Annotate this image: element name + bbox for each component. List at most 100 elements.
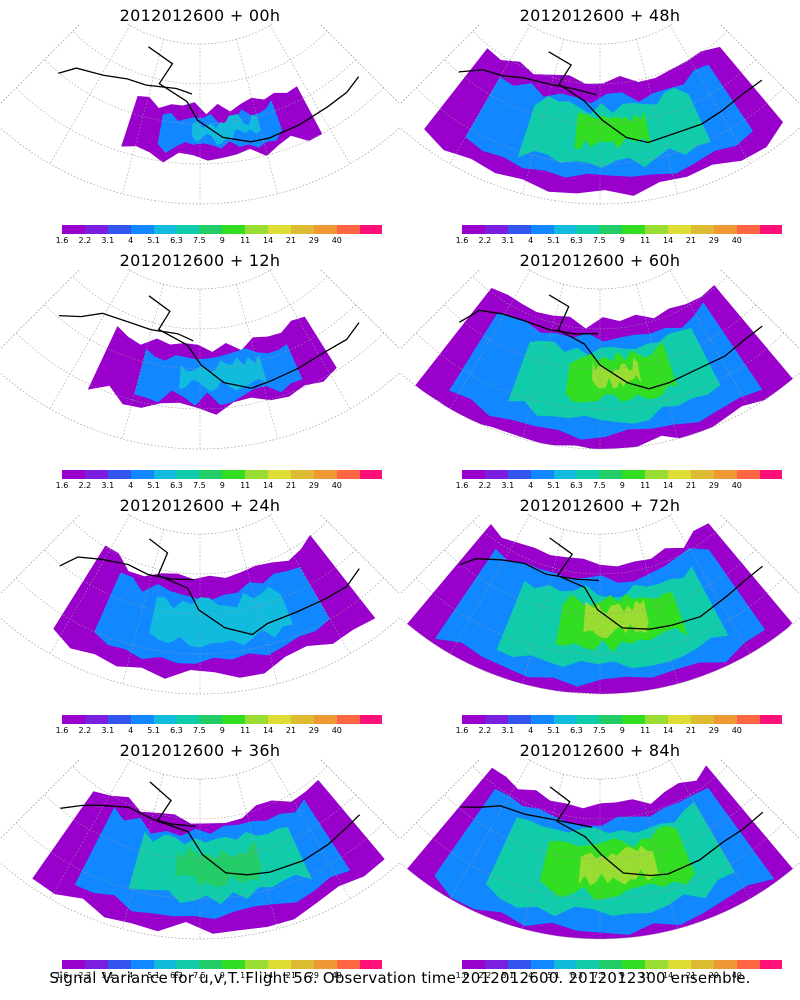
colorbar-swatch — [199, 225, 223, 234]
colorbar-swatch — [84, 470, 108, 479]
polar-map — [400, 269, 800, 450]
colorbar-swatch — [130, 715, 154, 724]
graticule-meridian — [49, 25, 131, 164]
panel-title: 2012012600 + 72h — [519, 496, 681, 515]
colorbar-label: 40 — [331, 481, 342, 490]
graticule-meridian — [0, 269, 102, 362]
colorbar-label: 6.3 — [570, 481, 583, 490]
colorbar-label: 29 — [708, 481, 719, 490]
colorbar-swatch — [290, 960, 314, 969]
colorbar — [62, 225, 383, 234]
colorbar-label: 7.5 — [193, 481, 206, 490]
colorbar-swatch — [759, 470, 783, 479]
polar-map — [400, 759, 800, 940]
colorbar-label: 9 — [219, 971, 225, 980]
colorbar-labels: 1.6 2.2 3.1 4 5.1 6.3 7.5 9 11 14 21 29 40 — [56, 971, 362, 981]
map-panel: 2012012600 + 60h 1.6 2.2 3.1 4 5.1 6.3 7.5 9 11 14… — [400, 245, 800, 490]
colorbar-swatch — [576, 960, 600, 969]
colorbar-label: 1.6 — [55, 971, 69, 980]
colorbar-label: 3.1 — [501, 236, 515, 245]
figure-caption: Signal Variance for u,v,T. Flight 56. Ob… — [49, 969, 751, 987]
graticule-meridian — [449, 25, 531, 164]
colorbar-label: 1.6 — [55, 481, 69, 490]
colorbar-swatch — [313, 960, 337, 969]
colorbar-label: 40 — [731, 481, 742, 490]
colorbar-labels: 1.6 2.2 3.1 4 5.1 6.3 7.5 9 11 14 21 29 40 — [56, 236, 362, 246]
graticule-meridian — [269, 760, 351, 899]
colorbar-swatch — [462, 960, 485, 969]
colorbar-label: 4 — [128, 481, 134, 490]
colorbar-swatch — [176, 960, 200, 969]
graticule-meridian — [449, 515, 531, 654]
graticule-parallel — [72, 276, 328, 330]
colorbar-swatch — [530, 960, 554, 969]
colorbar-label: 3.1 — [501, 971, 515, 980]
colorbar-label: 14 — [663, 236, 674, 245]
coastline — [59, 312, 194, 342]
colorbar-label: 40 — [331, 236, 342, 245]
colorbar-labels: 1.6 2.2 3.1 4 5.1 6.3 7.5 9 11 14 21 29 40 — [56, 726, 362, 736]
colorbar-swatch — [713, 470, 737, 479]
colorbar-label: 1.6 — [455, 236, 469, 245]
colorbar-swatch — [462, 715, 485, 724]
coastline — [548, 51, 763, 144]
colorbar-label: 21 — [685, 481, 697, 490]
colorbar-swatch — [359, 225, 383, 234]
colorbar-swatch — [736, 715, 760, 724]
colorbar-label: 40 — [331, 726, 342, 735]
colorbar-swatch — [553, 715, 577, 724]
colorbar-label: 3.1 — [101, 726, 115, 735]
variance-contour — [149, 586, 294, 648]
colorbar-label: 5.1 — [147, 236, 160, 245]
polar-map — [0, 269, 400, 450]
graticule-parallel — [15, 577, 385, 655]
colorbar-label: 3.1 — [501, 726, 515, 735]
graticule-parallel — [15, 822, 385, 900]
colorbar-label: 3.1 — [501, 481, 515, 490]
colorbar-label: 2.2 — [78, 726, 92, 735]
colorbar-label: 2.2 — [78, 236, 92, 245]
colorbar-swatch — [576, 715, 600, 724]
colorbar-label: 40 — [731, 726, 742, 735]
colorbar-swatch — [245, 960, 269, 969]
graticule-parallel — [415, 822, 785, 900]
colorbar-label: 2.2 — [478, 236, 492, 245]
colorbar-label: 9 — [619, 726, 625, 735]
coastline — [60, 804, 196, 827]
colorbar-swatch — [62, 960, 85, 969]
colorbar — [62, 715, 383, 724]
colorbar-label: 11 — [640, 726, 651, 735]
colorbar-label: 14 — [263, 971, 274, 980]
graticule-meridian — [635, 774, 678, 929]
colorbar-swatch — [268, 470, 291, 479]
colorbar-swatch — [645, 715, 669, 724]
graticule-meridian — [235, 39, 278, 194]
colorbar-swatch — [359, 960, 383, 969]
map-panel: 2012012600 + 72h 1.6 2.2 3.1 4 5.1 6.3 7.5 9 11 14… — [400, 490, 800, 735]
colorbar-label: 5.1 — [147, 726, 160, 735]
colorbar-label: 29 — [708, 971, 719, 980]
panel-title: 2012012600 + 36h — [119, 741, 281, 760]
graticule-meridian — [522, 284, 565, 439]
colorbar-swatch — [599, 960, 623, 969]
graticule-parallel — [472, 31, 728, 85]
colorbar-swatch — [622, 225, 646, 234]
colorbar-label: 3.1 — [101, 971, 115, 980]
colorbar-swatch — [599, 225, 623, 234]
colorbar-label: 6.3 — [570, 726, 583, 735]
graticule-parallel — [444, 794, 756, 860]
colorbar-swatch — [622, 960, 646, 969]
colorbar-swatch — [576, 225, 600, 234]
graticule-parallel — [444, 59, 756, 125]
colorbar-swatch — [176, 225, 200, 234]
colorbar-label: 1.6 — [55, 236, 69, 245]
graticule-meridian — [522, 529, 565, 684]
colorbar-swatch — [713, 225, 737, 234]
graticule-meridian — [449, 270, 531, 409]
colorbar-swatch — [84, 225, 108, 234]
colorbar — [62, 470, 383, 479]
graticule-meridian — [122, 39, 165, 194]
colorbar-label: 5.1 — [547, 236, 560, 245]
map-boundary — [0, 269, 400, 450]
map-panel: 2012012600 + 48h 1.6 2.2 3.1 4 5.1 6.3 7.5 9 11 14… — [400, 0, 800, 245]
